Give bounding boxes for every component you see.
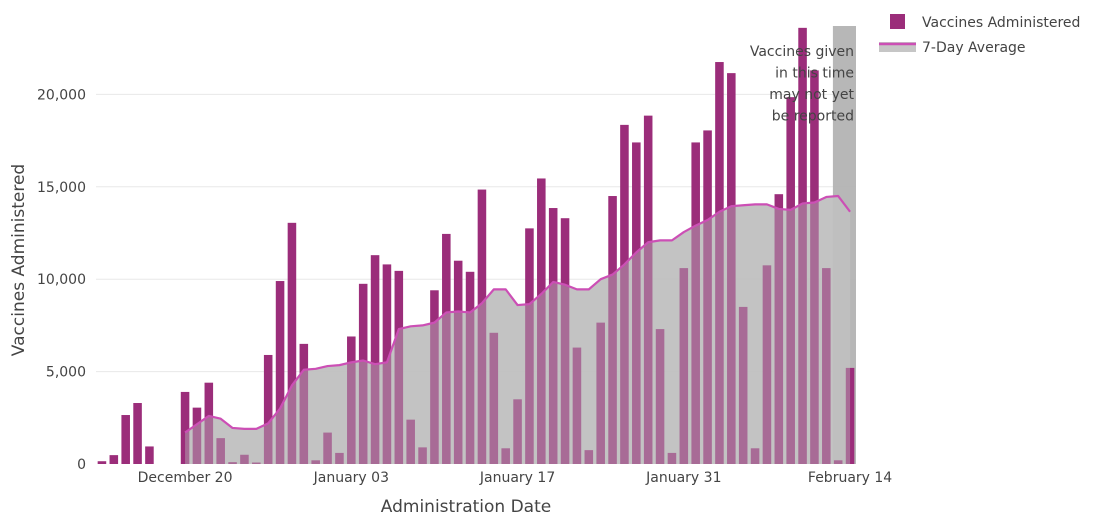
bar: [786, 97, 795, 464]
bar: [833, 460, 843, 464]
bar: [738, 306, 748, 464]
bar-series: [97, 27, 855, 465]
x-axis-title: Administration Date: [381, 497, 551, 517]
annotation-line: may not yet: [769, 87, 854, 103]
bar: [584, 450, 594, 464]
y-tick-label: 0: [77, 457, 86, 473]
axes: 0 5,000 10,000 15,000 20,000 December 20 Janua…: [9, 87, 892, 517]
bar: [133, 403, 142, 464]
bar: [572, 347, 582, 464]
bar: [394, 270, 404, 464]
bar: [240, 454, 249, 464]
bar: [845, 367, 855, 464]
average-line: [184, 194, 851, 464]
bar: [727, 73, 736, 464]
bar: [252, 462, 261, 464]
x-tick-label: January 31: [645, 470, 721, 486]
bar: [822, 268, 831, 464]
bar: [810, 70, 819, 464]
bar: [620, 124, 629, 465]
bar: [97, 461, 107, 464]
bar: [691, 142, 700, 465]
bar: [109, 455, 119, 464]
bar: [311, 460, 320, 464]
bar: [703, 130, 712, 464]
x-tick-label: January 17: [479, 470, 555, 486]
bar: [121, 415, 130, 464]
bar: [465, 271, 475, 464]
bar: [632, 142, 641, 465]
bar: [513, 399, 522, 464]
bar: [287, 222, 297, 464]
bar: [560, 218, 570, 464]
average-area-overlay: [185, 196, 851, 464]
bar: [275, 281, 285, 464]
bar: [537, 178, 546, 464]
bar: [180, 391, 190, 464]
average-line-path: [184, 194, 851, 434]
bar: [596, 322, 605, 464]
bar: [192, 407, 202, 464]
y-tick-label: 10,000: [37, 272, 86, 288]
y-axis-title: Vaccines Administered: [9, 164, 29, 356]
bar: [370, 255, 380, 464]
bar: [655, 329, 665, 464]
bar: [750, 448, 760, 464]
bar: [798, 27, 807, 464]
legend-label-bar: Vaccines Administered: [922, 15, 1080, 31]
bar: [145, 446, 154, 464]
bar: [477, 189, 487, 465]
annotation-line: Vaccines given: [750, 44, 854, 60]
bar: [382, 264, 392, 464]
bar: [489, 332, 499, 464]
bar: [347, 336, 356, 464]
x-tick-label: December 20: [138, 470, 233, 486]
bar: [430, 290, 439, 464]
legend-swatch-area: [879, 42, 916, 52]
bar: [453, 260, 463, 464]
bar: [774, 194, 784, 464]
x-tick-label: January 03: [313, 470, 389, 486]
bar: [643, 115, 653, 465]
bar: [216, 438, 225, 464]
legend: Vaccines Administered 7-Day Average: [879, 14, 1080, 56]
y-tick-label: 20,000: [37, 87, 86, 103]
bar: [406, 419, 415, 464]
bar: [667, 452, 677, 464]
bar: [715, 62, 724, 465]
bar: [335, 452, 344, 464]
y-tick-label: 5,000: [46, 365, 86, 381]
bar: [228, 462, 237, 464]
bar: [501, 448, 510, 464]
annotation-line: in this time: [775, 66, 854, 82]
annotation-text: Vaccines given in this time may not yet be …: [750, 44, 855, 125]
bar: [762, 265, 772, 464]
annotation-line: be reported: [772, 109, 854, 125]
y-tick-label: 15,000: [37, 180, 86, 196]
legend-label-line: 7-Day Average: [922, 40, 1026, 56]
bar: [204, 382, 214, 464]
legend-swatch-bar: [890, 14, 905, 29]
annotation: Vaccines given in this time may not yet be …: [750, 44, 855, 125]
bar: [548, 208, 558, 464]
bar: [418, 447, 427, 464]
bar: [323, 432, 332, 464]
bar: [299, 343, 309, 464]
bar: [608, 196, 617, 464]
bar: [358, 283, 368, 464]
bar: [525, 228, 534, 464]
x-tick-label: February 14: [808, 470, 892, 486]
bar: [442, 233, 451, 464]
bar: [679, 268, 689, 464]
bar: [263, 354, 273, 464]
